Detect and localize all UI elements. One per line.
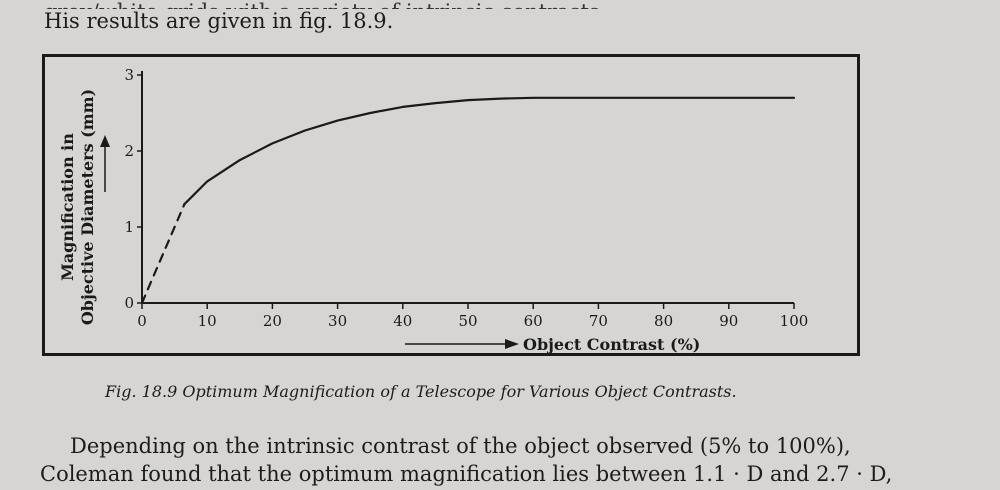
x-axis-label-group: Object Contrast (%)	[405, 335, 700, 353]
series-line-solid	[183, 96, 796, 206]
figure-caption: Fig. 18.9 Optimum Magnification of a Tel…	[105, 382, 737, 401]
x-tick-label: 70	[589, 312, 608, 330]
figure-frame: Magnification in Objective Diameters (mm…	[42, 54, 860, 356]
y-tick-label: 2	[124, 142, 134, 160]
y-axis-label: Magnification in Objective Diameters (mm…	[58, 89, 110, 325]
x-tick-label: 90	[719, 312, 738, 330]
y-tick-label: 3	[124, 66, 134, 84]
y-axis-label-arrowhead	[100, 135, 110, 147]
y-tick-label: 0	[124, 294, 134, 312]
paragraph-line-2: Coleman found that the optimum magnifica…	[40, 462, 893, 486]
x-tick-label: 60	[524, 312, 543, 330]
y-axis-label-line1: Magnification in	[58, 133, 77, 281]
x-tick-label: 50	[458, 312, 477, 330]
x-tick-label: 80	[654, 312, 673, 330]
paragraph-line-1: Depending on the intrinsic contrast of t…	[70, 434, 851, 458]
x-tick-label: 30	[328, 312, 347, 330]
x-tick-label: 0	[137, 312, 147, 330]
x-tick-label: 10	[198, 312, 217, 330]
y-tick-label: 1	[124, 218, 134, 236]
body-paragraph: Depending on the intrinsic contrast of t…	[40, 432, 940, 488]
y-axis-label-line2: Objective Diameters (mm)	[78, 89, 97, 325]
x-axis-label-arrowhead	[505, 339, 519, 349]
x-tick-label: 20	[263, 312, 282, 330]
cut-off-text-line: grey/white grids with a variety of intri…	[44, 0, 944, 9]
series-line-dashed	[140, 203, 186, 305]
page-top-text: grey/white grids with a variety of intri…	[44, 0, 944, 33]
x-axis-label: Object Contrast (%)	[523, 335, 700, 353]
x-tick-label: 40	[393, 312, 412, 330]
chart: Magnification in Objective Diameters (mm…	[58, 66, 809, 353]
x-tick-label: 100	[780, 312, 809, 330]
intro-sentence: His results are given in fig. 18.9.	[44, 9, 394, 33]
